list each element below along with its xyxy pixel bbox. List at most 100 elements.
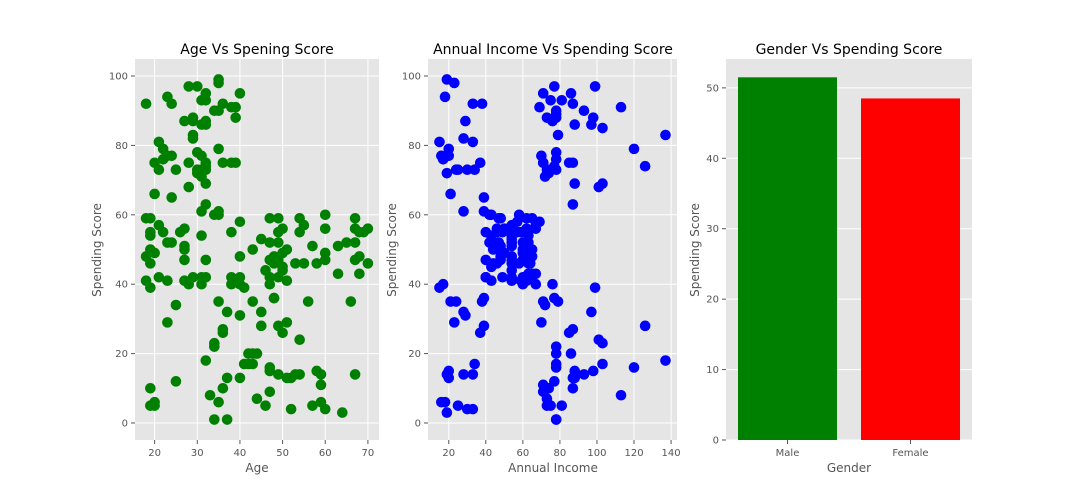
scatter-point bbox=[234, 251, 246, 262]
scatter-point bbox=[298, 219, 310, 231]
scatter-point bbox=[549, 81, 560, 92]
scatter-point bbox=[294, 334, 305, 346]
scatter-point bbox=[578, 105, 590, 117]
scatter-point bbox=[179, 254, 190, 266]
scatter-point bbox=[450, 296, 462, 307]
scatter-point bbox=[191, 81, 203, 92]
scatter-point bbox=[569, 119, 581, 130]
scatter-point bbox=[209, 341, 220, 352]
scatter-point bbox=[545, 400, 556, 411]
scatter-point bbox=[332, 268, 344, 280]
scatter-point bbox=[307, 400, 318, 411]
x-tick-label: 20 bbox=[148, 448, 161, 459]
scatter-point bbox=[264, 278, 276, 290]
scatter-point bbox=[441, 407, 453, 418]
scatter-point bbox=[586, 306, 597, 318]
scatter-point bbox=[213, 143, 224, 155]
y-tick-label: 10 bbox=[706, 365, 719, 376]
scatter-point bbox=[145, 258, 156, 269]
y-tick-label: 40 bbox=[706, 154, 719, 165]
scatter-point bbox=[552, 296, 564, 307]
scatter-point bbox=[149, 188, 160, 200]
scatter-point bbox=[221, 372, 233, 384]
scatter-point bbox=[567, 98, 579, 110]
scatter-point bbox=[536, 317, 547, 328]
scatter-point bbox=[213, 77, 224, 89]
scatter-point bbox=[166, 150, 177, 162]
scatter-point bbox=[140, 98, 152, 110]
xlabel-gender: Gender bbox=[827, 461, 871, 475]
scatter-point bbox=[247, 244, 259, 255]
scatter-point bbox=[187, 271, 199, 283]
scatter-point bbox=[349, 369, 361, 380]
bars-gender bbox=[738, 77, 960, 440]
scatter-point bbox=[349, 212, 361, 224]
scatter-point bbox=[478, 320, 490, 332]
panel-income-vs-spending: 20 40 60 80 100 120 140 0 20 40 60 80 100 Annual Inc… bbox=[385, 42, 681, 475]
scatter-point bbox=[247, 358, 259, 370]
scatter-point bbox=[230, 112, 241, 123]
scatter-point bbox=[230, 157, 241, 169]
scatter-point bbox=[469, 358, 480, 370]
scatter-point bbox=[294, 369, 305, 380]
scatter-point bbox=[341, 237, 352, 248]
scatter-point bbox=[264, 237, 276, 248]
scatter-point bbox=[550, 147, 562, 158]
scatter-point bbox=[545, 94, 556, 106]
title-income-vs-spending: Annual Income Vs Spending Score bbox=[433, 42, 673, 58]
scatter-point bbox=[628, 143, 640, 155]
scatter-point bbox=[452, 164, 464, 175]
ylabel-gender-panel: Spending Score bbox=[688, 203, 702, 297]
scatter-point bbox=[567, 382, 579, 394]
scatter-point bbox=[552, 129, 564, 141]
scatter-point bbox=[362, 223, 374, 234]
scatter-point bbox=[204, 389, 216, 401]
scatter-point bbox=[230, 101, 241, 113]
scatter-point bbox=[213, 209, 224, 221]
bar-female bbox=[861, 98, 960, 440]
x-tick-label: Female bbox=[892, 448, 928, 459]
scatter-point bbox=[319, 209, 331, 221]
scatter-point bbox=[547, 278, 558, 290]
x-tick-label: 100 bbox=[587, 448, 606, 459]
scatter-point bbox=[437, 278, 449, 290]
scatter-point bbox=[550, 164, 562, 175]
scatter-point bbox=[569, 178, 581, 189]
points-age bbox=[140, 74, 374, 425]
scatter-point bbox=[277, 223, 288, 234]
scatter-point bbox=[221, 414, 233, 425]
y-tick-label: 0 bbox=[122, 418, 128, 429]
scatter-point bbox=[534, 101, 545, 113]
scatter-point bbox=[550, 414, 562, 425]
scatter-point bbox=[281, 275, 293, 287]
scatter-point bbox=[285, 403, 297, 415]
scatter-point bbox=[226, 226, 237, 238]
scatter-point bbox=[213, 396, 224, 408]
scatter-point bbox=[170, 164, 182, 175]
scatter-point bbox=[467, 369, 479, 380]
scatter-point bbox=[589, 81, 601, 92]
scatter-point bbox=[567, 199, 579, 210]
scatter-point bbox=[597, 122, 608, 134]
ticks-income: 20 40 60 80 100 120 140 0 20 40 60 80 100 bbox=[402, 72, 681, 459]
scatter-point bbox=[264, 386, 276, 398]
ylabel-age-panel: Spending Score bbox=[90, 203, 104, 297]
ticks-gender: 0 10 20 30 40 50 Male Female bbox=[706, 83, 928, 459]
scatter-point bbox=[537, 88, 549, 99]
scatter-point bbox=[549, 376, 560, 387]
scatter-point bbox=[597, 358, 608, 370]
panel-age-vs-spending: 20 30 40 50 60 70 0 20 40 60 80 100 Age Vs Spening … bbox=[90, 42, 379, 475]
scatter-point bbox=[486, 275, 497, 287]
scatter-point bbox=[234, 88, 246, 99]
scatter-point bbox=[530, 278, 542, 290]
scatter-point bbox=[587, 365, 599, 377]
scatter-point bbox=[170, 299, 182, 311]
xlabel-income: Annual Income bbox=[508, 461, 598, 475]
scatter-point bbox=[315, 379, 327, 391]
x-tick-label: 40 bbox=[479, 448, 492, 459]
scatter-point bbox=[445, 188, 456, 200]
x-tick-label: 70 bbox=[362, 448, 375, 459]
scatter-point bbox=[569, 365, 581, 377]
scatter-point bbox=[217, 157, 229, 169]
scatter-point bbox=[539, 299, 551, 311]
